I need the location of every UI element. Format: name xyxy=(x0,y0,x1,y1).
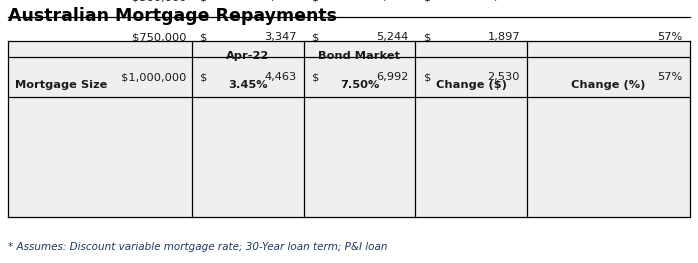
Text: 2,530: 2,530 xyxy=(487,72,520,82)
Text: $: $ xyxy=(312,32,320,42)
Text: $: $ xyxy=(200,72,208,82)
Text: $500,000: $500,000 xyxy=(132,0,186,2)
Text: 5,244: 5,244 xyxy=(376,32,408,42)
Text: $: $ xyxy=(200,32,208,42)
Text: $750,000: $750,000 xyxy=(132,32,186,42)
Text: Apr-22: Apr-22 xyxy=(226,51,269,61)
Text: Change ($): Change ($) xyxy=(436,80,507,90)
Text: 2,231: 2,231 xyxy=(265,0,297,2)
Text: 3.45%: 3.45% xyxy=(228,80,267,90)
Text: * Assumes: Discount variable mortgage rate; 30-Year loan term; P&I loan: * Assumes: Discount variable mortgage ra… xyxy=(8,242,388,252)
Text: $: $ xyxy=(312,72,320,82)
Text: $: $ xyxy=(424,72,431,82)
Text: $: $ xyxy=(200,0,208,2)
Text: 1,897: 1,897 xyxy=(487,32,520,42)
Text: $: $ xyxy=(424,0,431,2)
Text: $: $ xyxy=(312,0,320,2)
Text: 3,347: 3,347 xyxy=(264,32,297,42)
Text: Mortgage Size: Mortgage Size xyxy=(15,80,107,90)
Text: $1,000,000: $1,000,000 xyxy=(121,72,186,82)
Text: Bond Market: Bond Market xyxy=(318,51,401,61)
Text: Australian Mortgage Repayments: Australian Mortgage Repayments xyxy=(8,7,337,24)
Text: Change (%): Change (%) xyxy=(571,80,646,90)
Text: 57%: 57% xyxy=(658,0,683,2)
Text: 57%: 57% xyxy=(658,32,683,42)
Text: 4,463: 4,463 xyxy=(265,72,297,82)
Text: 7.50%: 7.50% xyxy=(340,80,379,90)
Text: 3,496: 3,496 xyxy=(376,0,408,2)
Text: 57%: 57% xyxy=(658,72,683,82)
Text: 6,992: 6,992 xyxy=(376,72,408,82)
Bar xyxy=(8,41,690,217)
Text: 1,265: 1,265 xyxy=(488,0,520,2)
Text: $: $ xyxy=(424,32,431,42)
